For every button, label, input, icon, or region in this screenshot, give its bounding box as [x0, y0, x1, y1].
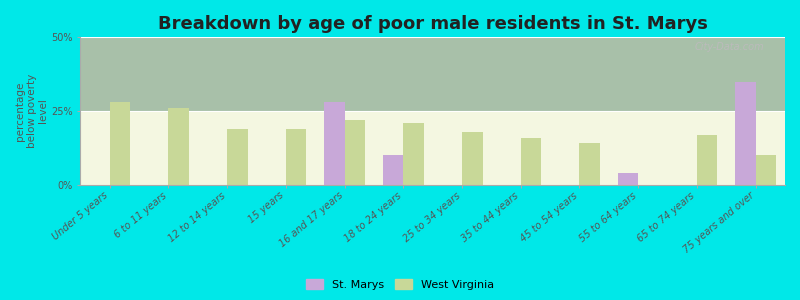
Bar	[286, 129, 306, 185]
Bar	[618, 173, 638, 185]
Text: City-Data.com: City-Data.com	[694, 42, 764, 52]
Bar	[345, 120, 365, 185]
Title: Breakdown by age of poor male residents in St. Marys: Breakdown by age of poor male residents …	[158, 15, 707, 33]
Bar	[324, 102, 345, 185]
Bar	[521, 137, 542, 185]
Bar	[579, 143, 600, 185]
Legend: St. Marys, West Virginia: St. Marys, West Virginia	[302, 275, 498, 294]
Bar	[756, 155, 776, 185]
Bar	[382, 155, 403, 185]
Bar	[403, 123, 424, 185]
Bar	[110, 102, 130, 185]
Bar	[697, 135, 718, 185]
Bar	[227, 129, 248, 185]
Y-axis label: percentage
below poverty
level: percentage below poverty level	[15, 74, 48, 148]
Bar	[735, 82, 756, 185]
Bar	[462, 132, 482, 185]
Bar	[168, 108, 189, 185]
